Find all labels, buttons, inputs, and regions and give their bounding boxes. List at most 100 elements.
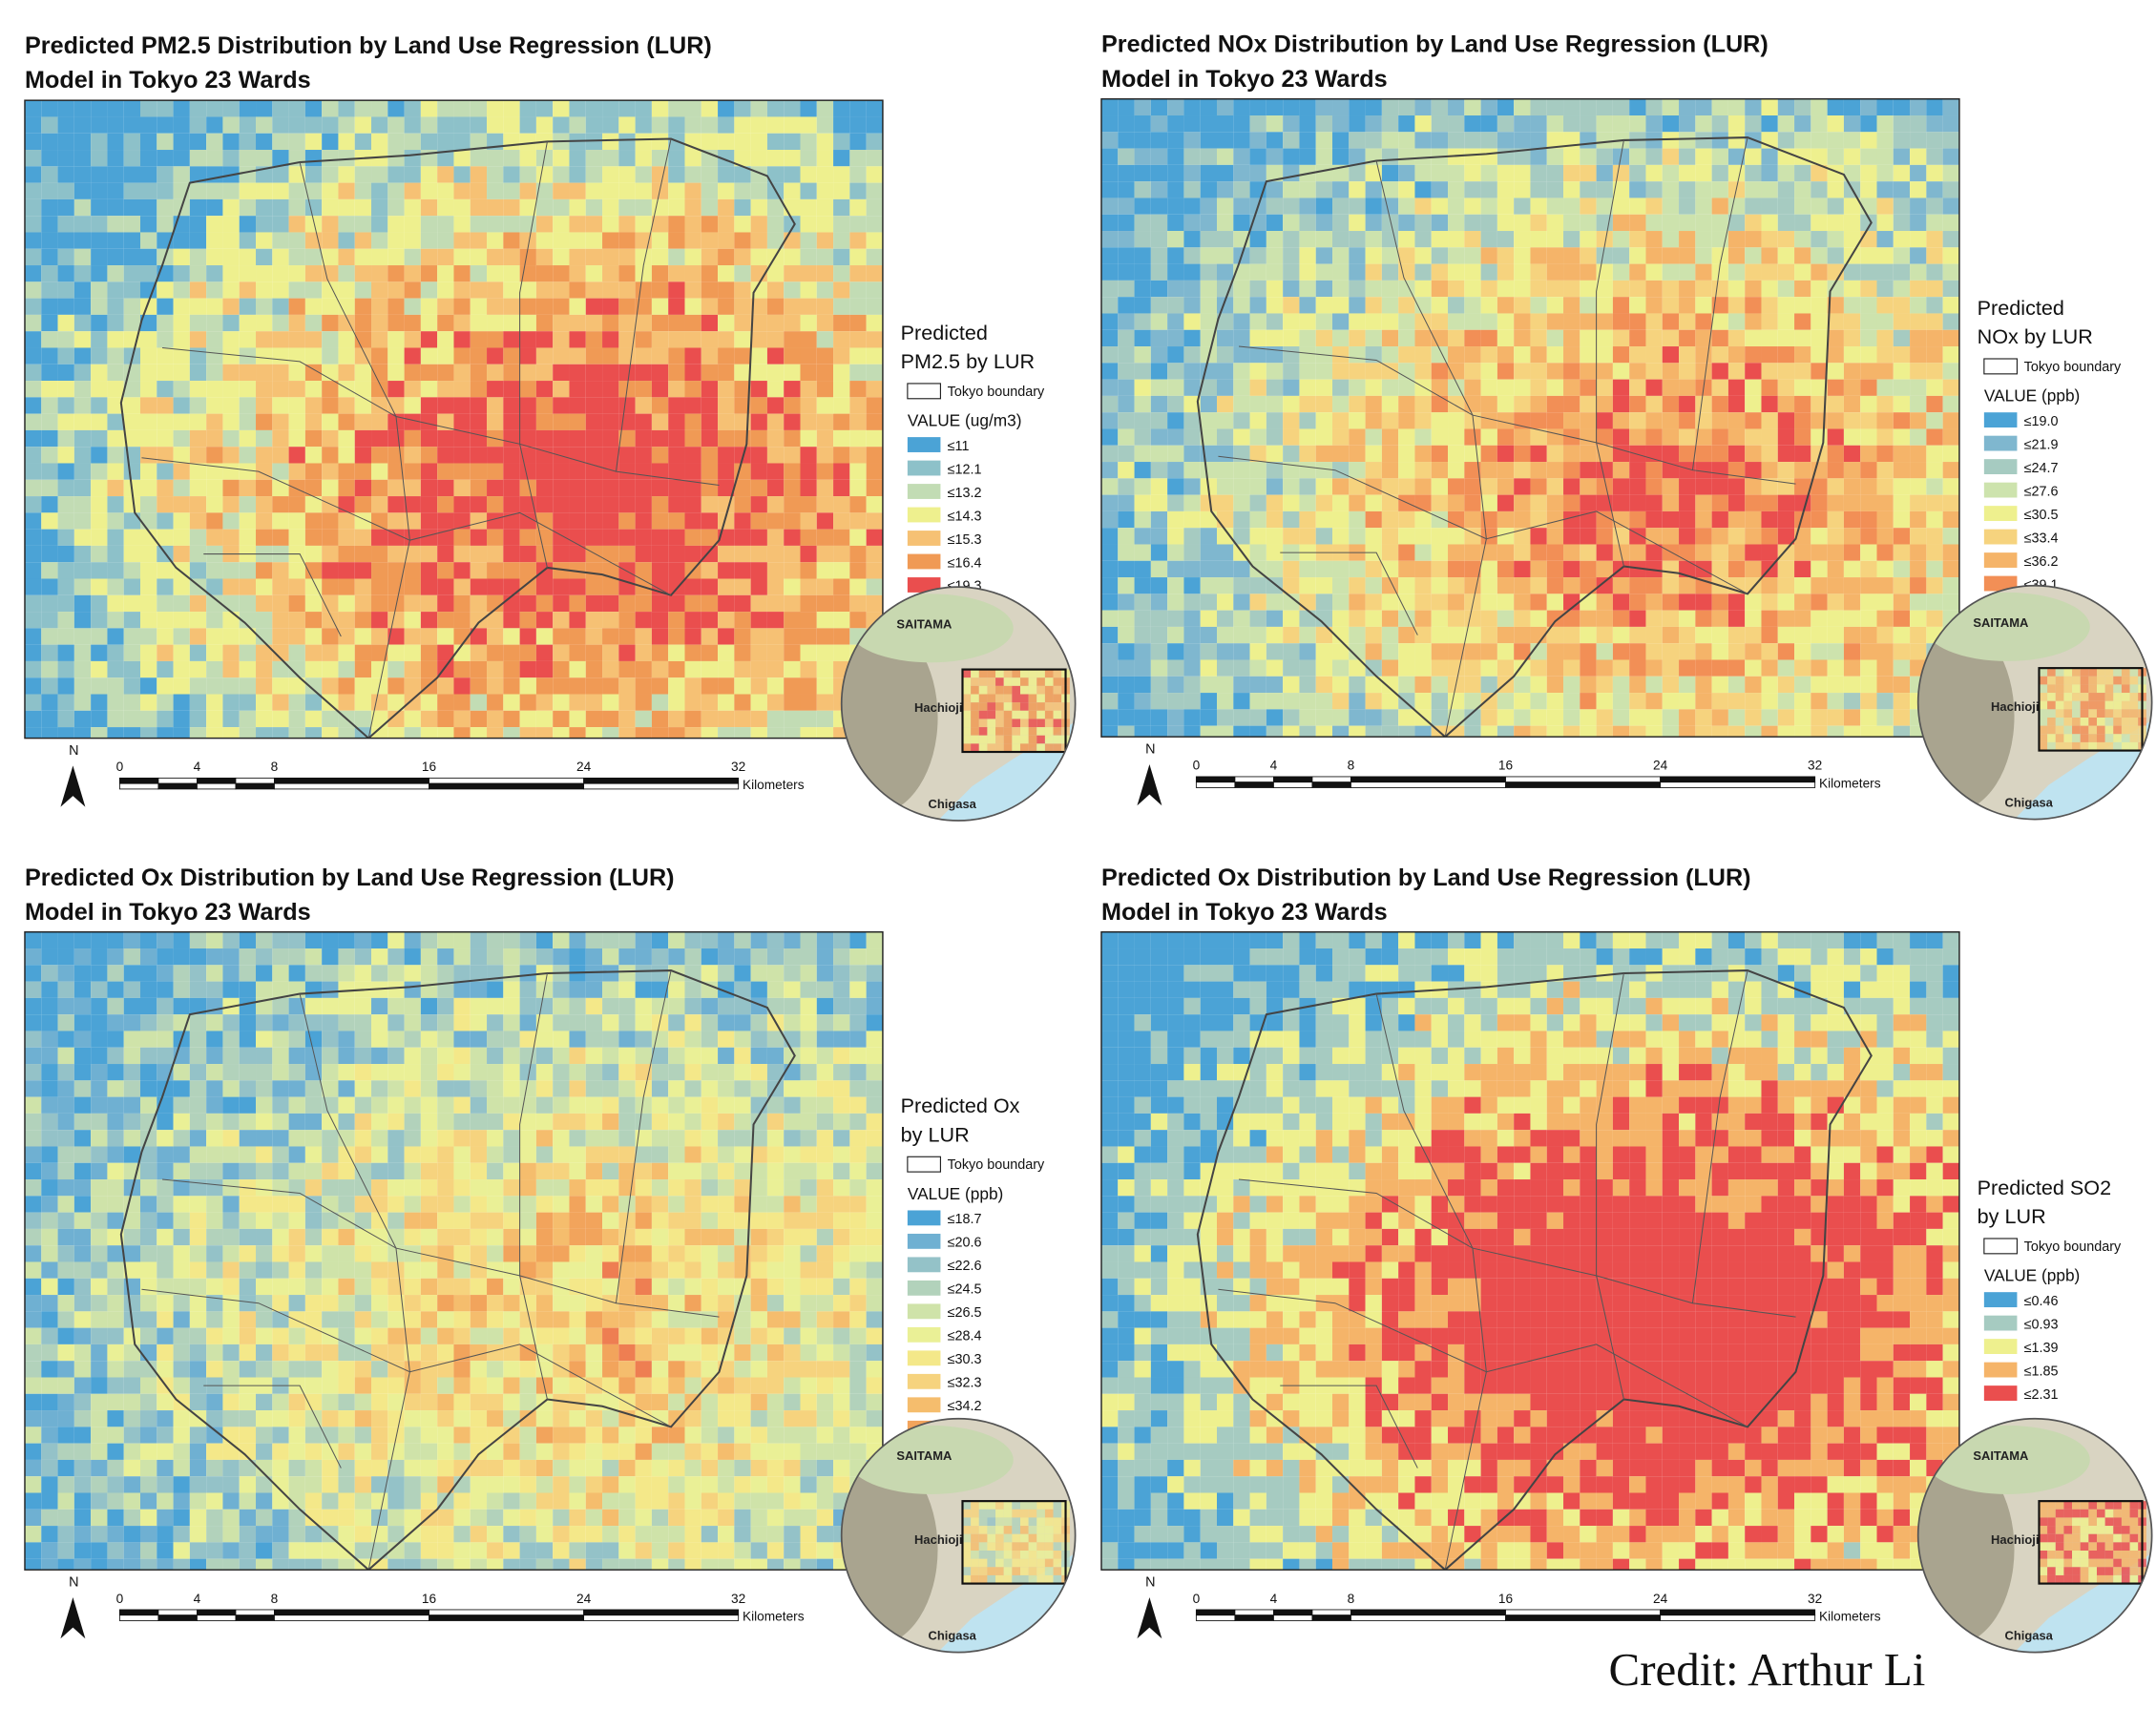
raster-cell xyxy=(849,314,867,332)
raster-cell xyxy=(553,644,570,661)
raster-cell xyxy=(1860,478,1877,495)
raster-cell xyxy=(404,677,421,695)
raster-cell xyxy=(404,545,421,563)
raster-cell xyxy=(866,314,883,332)
inset-cell xyxy=(978,735,988,744)
raster-cell xyxy=(1827,329,1844,347)
raster-cell xyxy=(453,381,471,398)
legend-title: Predicted xyxy=(1978,296,2064,320)
inset-cell xyxy=(971,702,979,711)
raster-cell xyxy=(1497,115,1515,133)
raster-cell xyxy=(173,948,190,966)
raster-cell xyxy=(322,562,339,579)
raster-cell xyxy=(718,694,735,711)
inset-cell xyxy=(2121,700,2130,710)
raster-cell xyxy=(866,1064,883,1081)
raster-cell xyxy=(1629,164,1646,182)
raster-cell xyxy=(1942,510,1959,529)
raster-cell xyxy=(387,948,405,966)
raster-cell xyxy=(256,1014,273,1031)
north-label: N xyxy=(1145,741,1155,757)
raster-cell xyxy=(1612,528,1630,545)
raster-cell xyxy=(387,931,405,949)
raster-cell xyxy=(157,381,174,398)
raster-cell xyxy=(1530,577,1547,594)
raster-cell xyxy=(57,248,74,266)
raster-cell xyxy=(304,133,323,151)
raster-cell xyxy=(1100,676,1119,694)
raster-cell xyxy=(1926,428,1943,446)
raster-cell xyxy=(1349,346,1366,364)
raster-cell xyxy=(304,948,323,966)
raster-cell xyxy=(1711,98,1728,116)
raster-cell xyxy=(701,364,719,382)
raster-cell xyxy=(1299,379,1316,396)
raster-cell xyxy=(387,116,405,134)
raster-cell xyxy=(1448,462,1465,479)
raster-cell xyxy=(437,997,454,1015)
raster-cell xyxy=(766,931,785,949)
raster-cell xyxy=(734,512,751,530)
raster-cell xyxy=(1283,445,1300,463)
raster-cell xyxy=(189,1080,207,1097)
inset-cell xyxy=(1036,702,1045,711)
inset-cell xyxy=(2129,684,2139,694)
raster-cell xyxy=(651,628,669,645)
raster-cell xyxy=(1596,346,1613,364)
raster-cell xyxy=(569,364,586,382)
raster-cell xyxy=(322,1047,339,1065)
raster-cell xyxy=(718,248,735,266)
raster-cell xyxy=(750,182,767,199)
raster-cell xyxy=(1497,181,1515,198)
raster-cell xyxy=(222,677,240,695)
raster-cell xyxy=(1299,181,1316,198)
raster-cell xyxy=(833,248,850,266)
inset-cell xyxy=(1044,694,1054,703)
raster-cell xyxy=(338,727,355,739)
raster-cell xyxy=(1217,528,1234,545)
raster-cell xyxy=(1398,478,1415,495)
raster-cell xyxy=(734,562,751,579)
raster-cell xyxy=(173,965,190,982)
raster-cell xyxy=(1315,297,1333,314)
raster-cell xyxy=(189,166,207,183)
inset-cell xyxy=(1036,677,1045,686)
raster-cell xyxy=(1514,181,1531,198)
raster-cell xyxy=(1167,115,1184,133)
raster-cell xyxy=(140,660,157,678)
raster-cell xyxy=(750,397,767,414)
raster-cell xyxy=(288,397,305,414)
raster-cell xyxy=(1448,395,1465,413)
raster-cell xyxy=(222,965,240,982)
raster-cell xyxy=(535,512,554,530)
raster-cell xyxy=(57,1047,74,1065)
raster-cell xyxy=(437,314,454,332)
raster-cell xyxy=(1761,280,1778,298)
raster-cell xyxy=(1200,247,1218,264)
raster-cell xyxy=(800,150,817,167)
raster-cell xyxy=(1167,181,1184,198)
raster-cell xyxy=(239,677,257,695)
raster-cell xyxy=(1497,379,1515,396)
raster-cell xyxy=(140,1047,157,1065)
raster-cell xyxy=(1843,329,1861,347)
raster-cell xyxy=(437,116,454,134)
raster-cell xyxy=(304,545,323,563)
raster-cell xyxy=(487,281,504,299)
raster-cell xyxy=(635,644,652,661)
raster-cell xyxy=(1167,412,1184,429)
raster-cell xyxy=(1100,494,1119,511)
raster-cell xyxy=(1860,494,1877,511)
raster-cell xyxy=(1249,313,1266,330)
raster-cell xyxy=(91,364,108,382)
raster-cell xyxy=(256,429,273,448)
raster-cell xyxy=(651,997,669,1015)
raster-cell xyxy=(437,710,454,728)
raster-cell xyxy=(73,1047,92,1065)
raster-cell xyxy=(272,265,289,282)
raster-cell xyxy=(222,198,240,217)
raster-cell xyxy=(470,248,488,266)
raster-cell xyxy=(1811,528,1828,545)
raster-cell xyxy=(684,1080,701,1097)
raster-cell xyxy=(222,281,240,299)
